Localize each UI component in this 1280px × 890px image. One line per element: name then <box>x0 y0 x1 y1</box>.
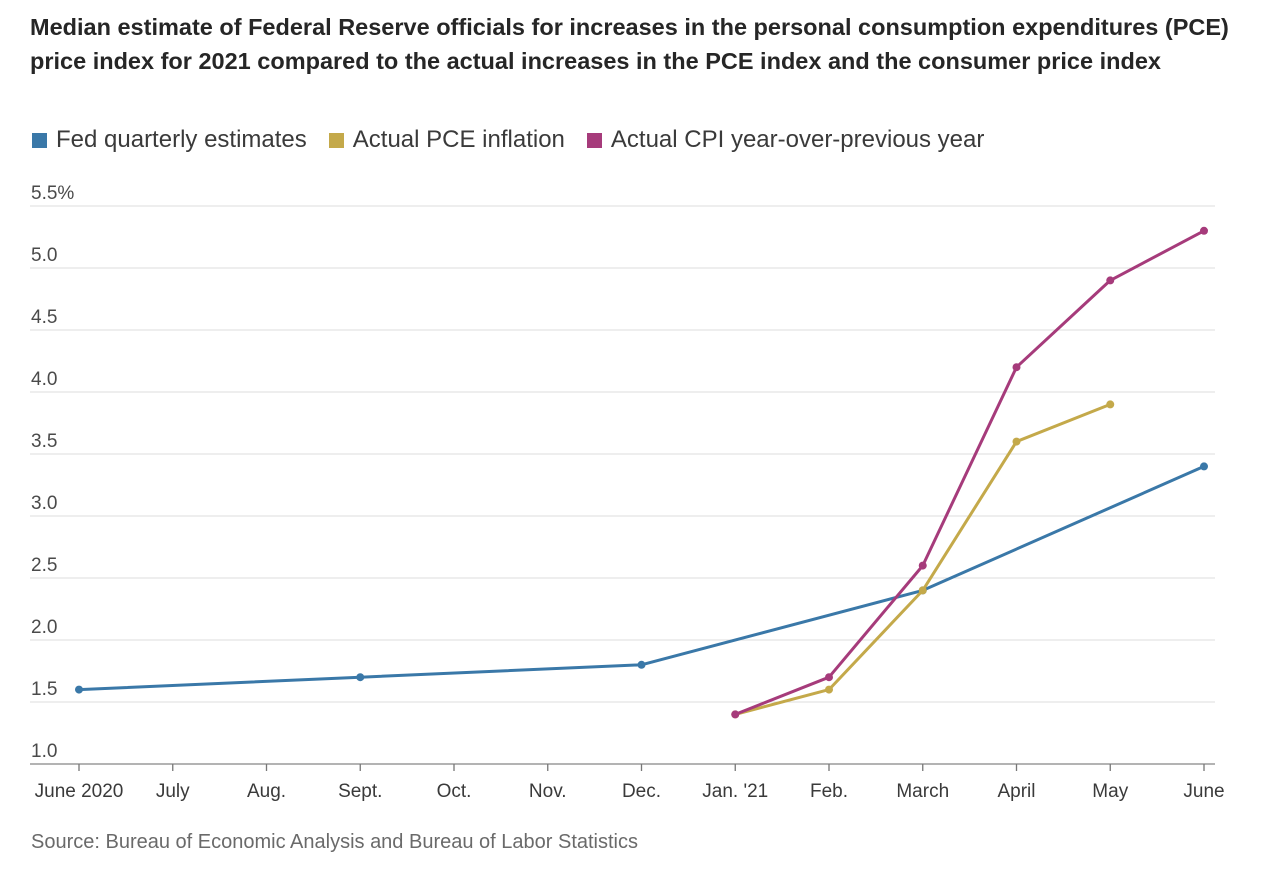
data-point-series-1 <box>1106 400 1115 409</box>
y-tick-label: 3.5 <box>31 431 57 452</box>
y-tick-label: 1.0 <box>31 741 57 762</box>
data-point-series-2 <box>825 673 833 682</box>
data-point-series-2 <box>731 710 740 719</box>
data-point-series-1 <box>918 586 927 595</box>
legend-swatch-cpi <box>586 132 602 148</box>
x-tick-label: May <box>1092 781 1128 802</box>
data-point-series-1 <box>825 685 833 694</box>
x-tick-label: July <box>156 781 190 802</box>
data-point-series-0 <box>1200 462 1208 471</box>
y-tick-label: 3.0 <box>31 493 57 514</box>
y-tick-label: 2.5 <box>31 555 57 576</box>
x-tick-label: Dec. <box>622 781 661 802</box>
x-tick-label: Nov. <box>529 781 567 802</box>
series-line-2 <box>733 229 1206 716</box>
y-tick-label: 1.5 <box>31 679 57 700</box>
y-tick-label: 4.5 <box>31 307 57 328</box>
y-tick-label: 4.0 <box>31 369 57 390</box>
data-point-series-0 <box>637 660 646 669</box>
x-tick-label: Feb. <box>810 781 848 802</box>
x-tick-label: Aug. <box>247 781 286 802</box>
x-tick-label: June <box>1183 781 1224 802</box>
y-tick-label: 2.0 <box>31 617 57 638</box>
x-tick-label: April <box>997 781 1035 802</box>
data-point-series-1 <box>1012 437 1021 446</box>
legend-label-pce: Actual PCE inflation <box>352 126 565 153</box>
data-point-series-0 <box>75 685 83 694</box>
data-point-series-2 <box>1200 226 1208 235</box>
legend-item-fed: Fed quarterly estimates <box>32 126 307 154</box>
chart-source: Source: Bureau of Economic Analysis and … <box>31 831 639 853</box>
x-tick-label: March <box>896 781 949 802</box>
legend-label-fed: Fed quarterly estimates <box>56 126 307 153</box>
chart-legend: Fed quarterly estimates Actual PCE infla… <box>32 126 1006 154</box>
x-tick-label: Oct. <box>437 781 472 802</box>
chart-title: Median estimate of Federal Reserve offic… <box>30 14 1229 74</box>
y-tick-label: 5.5% <box>31 183 74 204</box>
legend-swatch-pce <box>328 132 344 148</box>
legend-item-pce: Actual PCE inflation <box>328 126 565 154</box>
line-chart: 1.0 1.5 2.0 2.5 3.0 3.5 4.0 4.5 5.0 5.5% June 2020… <box>30 183 1225 802</box>
data-point-series-2 <box>918 561 927 570</box>
x-tick-label: Sept. <box>338 781 382 802</box>
x-tick-label: Jan. '21 <box>702 781 768 802</box>
series-line-1 <box>733 402 1112 716</box>
legend-label-cpi: Actual CPI year-over-previous year <box>610 126 985 153</box>
y-tick-label: 5.0 <box>31 245 57 266</box>
legend-item-cpi: Actual CPI year-over-previous year <box>586 126 985 154</box>
data-point-series-2 <box>1012 363 1021 372</box>
legend-swatch-fed <box>32 132 47 148</box>
data-point-series-0 <box>356 673 365 682</box>
x-tick-label: June 2020 <box>35 781 124 802</box>
data-point-series-2 <box>1106 276 1115 285</box>
